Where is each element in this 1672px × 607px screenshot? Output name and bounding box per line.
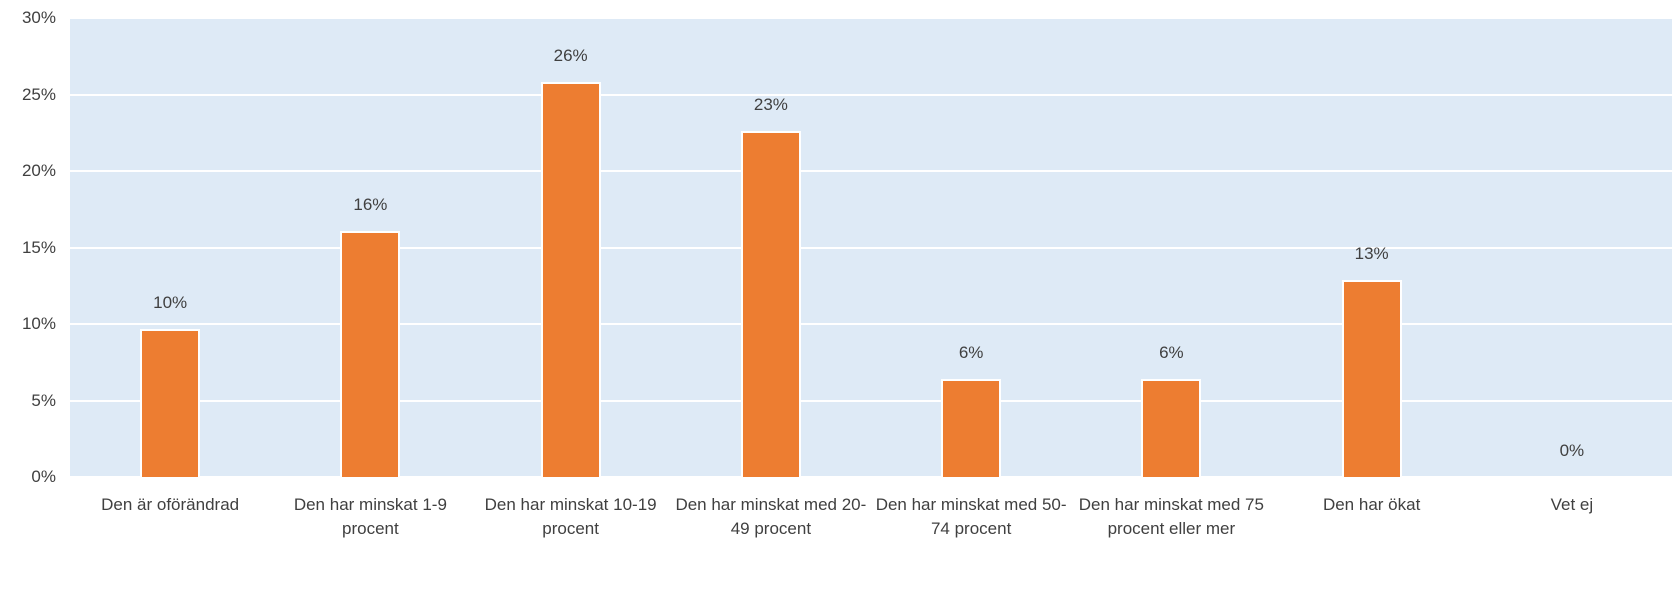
data-label: 0% [1559,441,1585,460]
grid-line [70,476,1672,478]
bar [1141,379,1202,477]
bar [1341,279,1402,477]
y-tick-label: 0% [31,467,56,486]
bar [740,131,801,477]
x-tick-label: Den har minskat med 50-74 procent [875,495,1067,538]
data-label: 10% [153,292,188,312]
bar [941,379,1002,477]
x-tick-label: Den har minskat med 20-49 procent [675,495,867,538]
data-label: 13% [1354,243,1389,263]
x-tick-label: Vet ej [1550,495,1594,514]
y-tick-label: 30% [21,8,56,27]
grid-line [70,323,1672,325]
data-label: 26% [553,46,588,66]
grid-line [70,93,1672,96]
x-tick-label: Den är oförändrad [101,495,240,514]
data-label: 6% [1159,343,1184,363]
grid-line [70,246,1672,249]
bar [340,230,401,477]
y-tick-label: 25% [21,84,56,104]
y-tick-label: 20% [21,161,56,180]
grid-line [70,170,1672,172]
x-tick-label: Den har ökat [1322,495,1421,514]
x-tick-label: Den har minskat med 75 procent eller mer [1078,495,1264,538]
x-tick-label: Den har minskat 1-9 procent [293,495,447,538]
x-tick-label: Den har minskat 10-19 procent [484,495,657,538]
grid-line [70,17,1672,19]
grid-line [70,399,1672,402]
y-tick-label: 10% [21,314,56,333]
bar [540,82,601,477]
y-tick-label: 5% [31,390,56,410]
data-label: 16% [353,194,388,214]
data-label: 23% [753,95,788,115]
bar [140,328,201,477]
data-label: 6% [958,343,984,363]
y-tick-label: 15% [21,237,56,257]
